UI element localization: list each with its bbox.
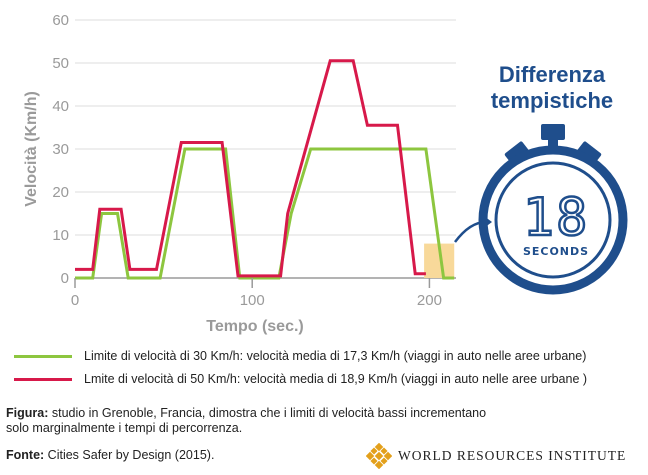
- wri-logo-text: WORLD RESOURCES INSTITUTE: [398, 448, 627, 463]
- callout-arrow: [454, 220, 487, 243]
- wri-logo-icon: [366, 443, 392, 469]
- series-layer: [75, 59, 455, 280]
- series-line-30kmh: [75, 147, 455, 280]
- y-tick-label: 10: [52, 227, 69, 244]
- source-label: Fonte:: [6, 448, 45, 462]
- y-tick-label: 20: [52, 184, 69, 201]
- y-tick-label: 30: [52, 141, 69, 158]
- y-tick-label: 60: [52, 12, 69, 29]
- source-caption: Fonte: Cities Safer by Design (2015).: [6, 448, 214, 463]
- grid-lines: [75, 19, 456, 279]
- y-axis-title: Velocità (Km/h): [23, 91, 40, 207]
- y-tick-label: 0: [61, 270, 69, 287]
- legend-label-30: Limite di velocità di 30 Km/h: velocità …: [84, 349, 587, 363]
- legend-item-50: Lmite di velocità di 50 Km/h: velocità m…: [14, 372, 634, 386]
- x-tick-label: 0: [71, 292, 79, 309]
- figure-caption-label: Figura:: [6, 406, 49, 420]
- legend-swatch-green: [14, 354, 72, 358]
- stopwatch-unit: SECONDS: [523, 245, 589, 258]
- stopwatch-icon: [478, 124, 628, 295]
- axis-ticks: 0 10 20 30 40 50 60 0 100 200: [52, 12, 442, 309]
- legend-item-30: Limite di velocità di 30 Km/h: velocità …: [14, 349, 634, 363]
- legend-swatch-red: [14, 377, 72, 381]
- x-tick-label: 200: [417, 292, 442, 309]
- stopwatch-title-line1: Differenza: [499, 62, 606, 87]
- y-tick-label: 50: [52, 55, 69, 72]
- series-line-50kmh: [75, 59, 426, 278]
- figure-caption-text-2: solo marginalmente i tempi di percorrenz…: [6, 421, 243, 435]
- wri-logo: WORLD RESOURCES INSTITUTE: [366, 443, 626, 469]
- figure-caption-text: studio in Grenoble, Francia, dimostra ch…: [51, 406, 487, 420]
- x-tick-label: 100: [240, 292, 265, 309]
- source-text: Cities Safer by Design (2015).: [47, 448, 215, 462]
- stopwatch-title-line2: tempistiche: [491, 88, 613, 113]
- x-axis-title: Tempo (sec.): [206, 318, 304, 335]
- stopwatch-value: 18: [523, 188, 590, 248]
- legend-label-50: Lmite di velocità di 50 Km/h: velocità m…: [84, 372, 588, 386]
- callout-arrowhead: [484, 216, 492, 228]
- y-tick-label: 40: [52, 98, 69, 115]
- figure-caption: Figura: studio in Grenoble, Francia, dim…: [6, 406, 486, 436]
- stopwatch-graphic: Differenza tempistiche 18 SECONDS: [454, 62, 628, 295]
